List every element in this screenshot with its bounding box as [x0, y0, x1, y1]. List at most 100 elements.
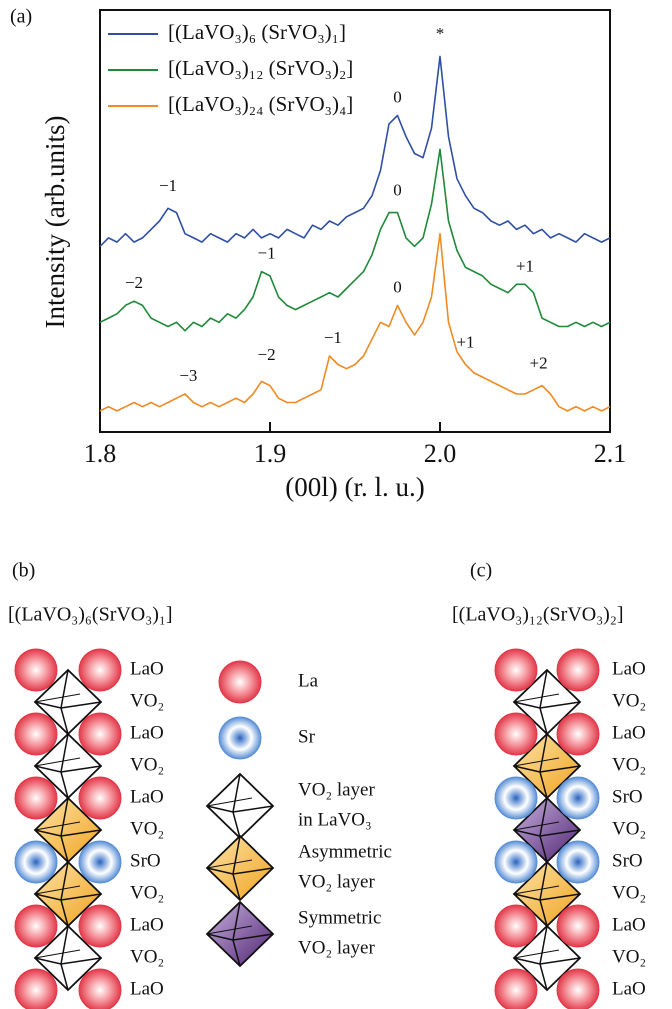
octahedron-edge: [206, 867, 234, 875]
octahedron-edge: [232, 805, 274, 813]
x-tick-label: 1.8: [84, 439, 117, 468]
key-label: VO₂ layer: [298, 779, 375, 800]
octahedron-edge: [513, 757, 560, 767]
la-atom: [14, 968, 58, 1009]
annotation: −2: [125, 273, 143, 292]
octahedron-edge: [60, 861, 69, 901]
octahedron-edge: [206, 797, 253, 807]
sr-atom: [556, 840, 600, 884]
layer-label: VO₂: [130, 690, 164, 711]
octahedron-edge: [34, 701, 62, 709]
octahedron-edge: [539, 835, 548, 863]
layer-label: VO₂: [612, 754, 646, 775]
sr-atom: [218, 716, 262, 760]
octahedron-edge: [34, 885, 81, 895]
layer-label: SrO: [130, 850, 161, 871]
octahedron-edge: [34, 949, 81, 959]
layer-label: VO₂: [612, 946, 646, 967]
octahedron-edge: [60, 733, 69, 773]
octahedron-edge: [232, 867, 274, 875]
vo2-octahedron: [205, 900, 275, 968]
octahedron-edge: [232, 933, 274, 941]
la-atom: [556, 648, 600, 692]
octahedron-edge: [206, 925, 253, 935]
octahedron-edge: [513, 701, 541, 709]
octahedron-edge: [513, 957, 541, 965]
octahedron-edge: [206, 933, 234, 941]
octahedron-edge: [60, 701, 102, 709]
octahedron-edge: [513, 765, 541, 773]
sr-atom: [78, 840, 122, 884]
key-label: Asymmetric: [298, 841, 392, 862]
series-line: [99, 55, 611, 247]
layer-label: LaO: [130, 978, 164, 999]
octahedron-edge: [539, 765, 581, 773]
octahedron-edge: [539, 829, 581, 837]
key-label: VO₂ layer: [298, 937, 375, 958]
la-atom: [78, 776, 122, 820]
annotation: 0: [393, 277, 402, 296]
sr-atom: [556, 776, 600, 820]
y-axis-label: Intensity (arb.units): [40, 116, 70, 329]
octahedron-edge: [232, 939, 241, 967]
layer-label: LaO: [130, 786, 164, 807]
annotation: −3: [179, 366, 197, 385]
octahedron-edge: [539, 957, 581, 965]
layer-label: VO₂: [130, 882, 164, 903]
annotation: +1: [456, 332, 474, 351]
legend-label: [(LaVO₃)₆ (SrVO₃)₁]: [168, 20, 346, 44]
octahedron-edge: [539, 893, 581, 901]
octahedron-edge: [60, 797, 69, 837]
octahedron-edge: [539, 733, 548, 773]
octahedron-edge: [60, 707, 69, 735]
octahedron-edge: [539, 701, 581, 709]
layer-label: VO₂: [130, 946, 164, 967]
octahedron-edge: [34, 693, 81, 703]
octahedron-edge: [513, 829, 541, 837]
series-line: [99, 232, 611, 412]
octahedron-edge: [232, 901, 241, 941]
octahedron-edge: [232, 773, 241, 813]
octahedron-edge: [60, 765, 102, 773]
octahedron-edge: [34, 765, 62, 773]
octahedron-edge: [60, 893, 102, 901]
x-tick-label: 2.0: [424, 439, 457, 468]
key-label: in LaVO₃: [298, 809, 372, 830]
annotation: 0: [393, 180, 402, 199]
annotation: −1: [258, 244, 276, 263]
annotation: −1: [159, 176, 177, 195]
octahedron-edge: [513, 885, 560, 895]
la-atom: [78, 712, 122, 756]
x-tick-label: 2.1: [594, 439, 627, 468]
layer-label: VO₂: [612, 882, 646, 903]
series-line: [99, 148, 611, 332]
x-tick-label: 1.9: [254, 439, 287, 468]
structure-title: [(LaVO₃)₆(SrVO₃)₁]: [8, 604, 173, 626]
layer-label: VO₂: [612, 818, 646, 839]
key-label: Sr: [298, 726, 316, 747]
la-atom: [14, 712, 58, 756]
la-atom: [556, 968, 600, 1009]
la-atom: [494, 648, 538, 692]
la-atom: [218, 660, 262, 704]
la-atom: [14, 904, 58, 948]
octahedron-edge: [232, 835, 241, 875]
la-atom: [494, 968, 538, 1009]
octahedron-edge: [34, 757, 81, 767]
layer-label: LaO: [130, 914, 164, 935]
panel-label: (a): [10, 6, 32, 28]
octahedron-edge: [34, 821, 81, 831]
layer-label: VO₂: [612, 690, 646, 711]
octahedron-edge: [539, 925, 548, 965]
octahedron-edge: [206, 805, 234, 813]
sr-atom: [494, 776, 538, 820]
annotation: −1: [324, 328, 342, 347]
panel-label: (c): [470, 560, 492, 582]
la-atom: [494, 904, 538, 948]
layer-label: LaO: [130, 658, 164, 679]
layer-label: LaO: [612, 658, 646, 679]
octahedron-edge: [539, 861, 548, 901]
layer-label: SrO: [612, 850, 643, 871]
key-label: La: [298, 670, 319, 691]
octahedron-edge: [34, 829, 62, 837]
